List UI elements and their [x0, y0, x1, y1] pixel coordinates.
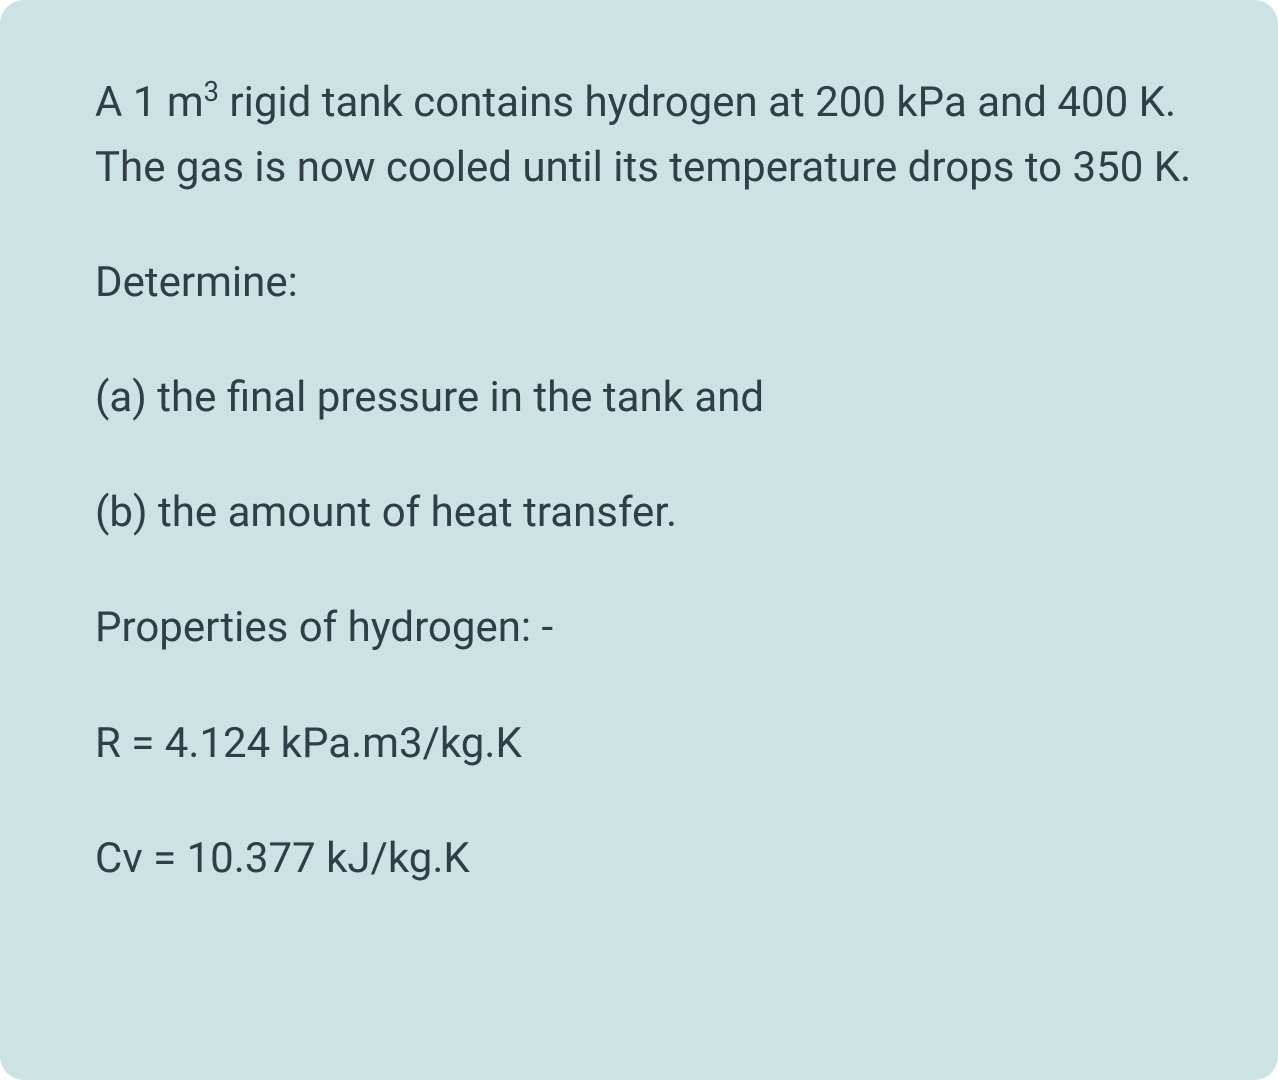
- property-r: R = 4.124 kPa.m3/kg.K: [95, 711, 1208, 776]
- text-segment: rigid tank contains hydrogen at 200 kPa …: [95, 78, 1191, 192]
- properties-heading: Properties of hydrogen: -: [95, 595, 1208, 660]
- problem-statement: A 1 m3 rigid tank contains hydrogen at 2…: [95, 70, 1208, 200]
- superscript: 3: [204, 76, 219, 108]
- determine-heading: Determine:: [95, 250, 1208, 315]
- problem-card: A 1 m3 rigid tank contains hydrogen at 2…: [0, 0, 1278, 1080]
- question-a: (a) the final pressure in the tank and: [95, 365, 1208, 430]
- question-b: (b) the amount of heat transfer.: [95, 480, 1208, 545]
- text-segment: A 1 m: [95, 78, 204, 127]
- property-cv: Cv = 10.377 kJ/kg.K: [95, 826, 1208, 891]
